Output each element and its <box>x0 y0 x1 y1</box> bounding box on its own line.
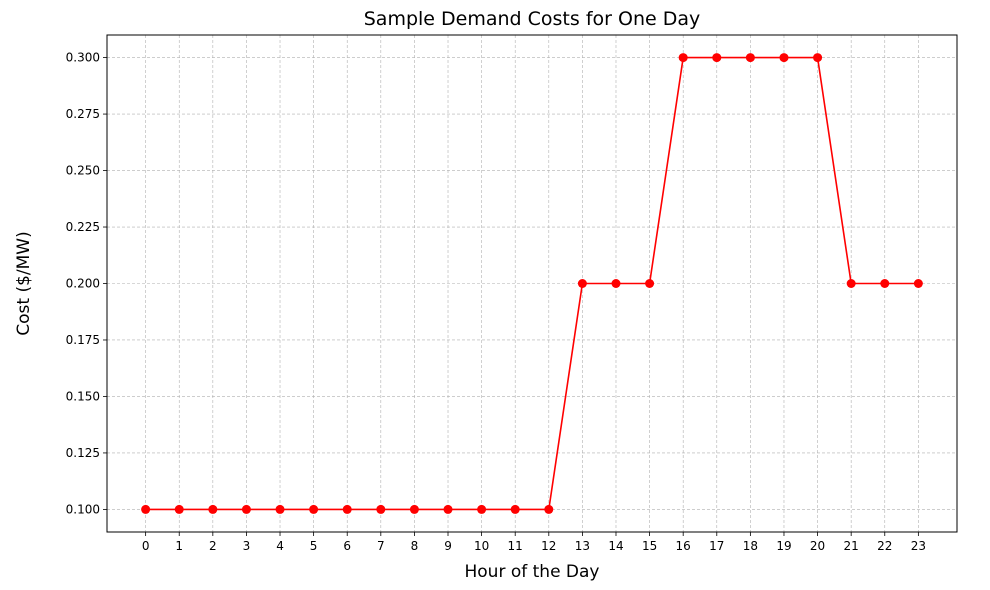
data-point <box>880 279 890 288</box>
y-tick-label: 0.225 <box>66 220 100 234</box>
data-point <box>174 504 184 514</box>
data-point <box>342 504 352 514</box>
x-tick-label: 1 <box>175 539 183 553</box>
grid <box>107 35 957 532</box>
data-point <box>678 53 688 63</box>
data-point <box>376 504 386 514</box>
x-tick-label: 15 <box>642 539 657 553</box>
x-tick-label: 7 <box>377 539 385 553</box>
x-tick-label: 20 <box>810 539 825 553</box>
data-point <box>208 504 218 514</box>
x-tick-label: 21 <box>844 539 859 553</box>
x-tick-label: 16 <box>676 539 691 553</box>
x-axis-label: Hour of the Day <box>464 562 599 582</box>
y-tick-label: 0.200 <box>66 277 100 291</box>
x-tick-label: 18 <box>743 539 758 553</box>
data-point <box>477 504 487 514</box>
data-point <box>611 279 621 288</box>
x-tick-label: 9 <box>444 539 452 553</box>
data-point <box>846 279 856 288</box>
data-point <box>913 279 923 288</box>
x-tick-label: 5 <box>310 539 318 553</box>
x-tick-label: 10 <box>474 539 489 553</box>
x-tick-label: 3 <box>243 539 251 553</box>
y-tick-label: 0.275 <box>66 107 100 121</box>
data-point <box>577 279 587 288</box>
x-tick-label: 6 <box>343 539 351 553</box>
data-point <box>813 53 823 63</box>
data-point <box>712 53 722 63</box>
data-point <box>443 504 453 514</box>
data-point <box>309 504 319 514</box>
data-point <box>745 53 755 63</box>
x-tick-label: 2 <box>209 539 217 553</box>
series-layer <box>141 53 923 514</box>
data-point <box>645 279 655 288</box>
x-tick-label: 17 <box>709 539 724 553</box>
x-tick-label: 14 <box>608 539 623 553</box>
x-tick-label: 8 <box>411 539 419 553</box>
data-point <box>275 504 285 514</box>
x-tick-label: 4 <box>276 539 284 553</box>
x-tick-label: 23 <box>911 539 926 553</box>
y-tick-label: 0.125 <box>66 446 100 460</box>
y-tick-label: 0.250 <box>66 164 100 178</box>
y-tick-label: 0.175 <box>66 333 100 347</box>
data-point <box>544 504 554 514</box>
data-point <box>141 504 151 514</box>
data-point <box>409 504 419 514</box>
y-tick-label: 0.100 <box>66 502 100 516</box>
chart-title: Sample Demand Costs for One Day <box>364 8 700 30</box>
y-axis-label: Cost ($/MW) <box>14 231 34 335</box>
series-line <box>145 56 919 511</box>
data-point <box>510 504 520 514</box>
x-tick-label: 19 <box>776 539 791 553</box>
y-tick-label: 0.150 <box>66 389 100 403</box>
data-point <box>779 53 789 63</box>
data-point <box>241 504 251 514</box>
x-tick-label: 12 <box>541 539 556 553</box>
y-tick-label: 0.300 <box>66 51 100 65</box>
x-tick-label: 11 <box>508 539 523 553</box>
x-tick-label: 22 <box>877 539 892 553</box>
x-tick-label: 0 <box>142 539 150 553</box>
tick-layer: 0 1 2 3 4 5 6 7 8 9 10 11 12 13 14 15 16 17 18 19 20 21 22 230.… <box>66 51 926 553</box>
x-tick-label: 13 <box>575 539 590 553</box>
